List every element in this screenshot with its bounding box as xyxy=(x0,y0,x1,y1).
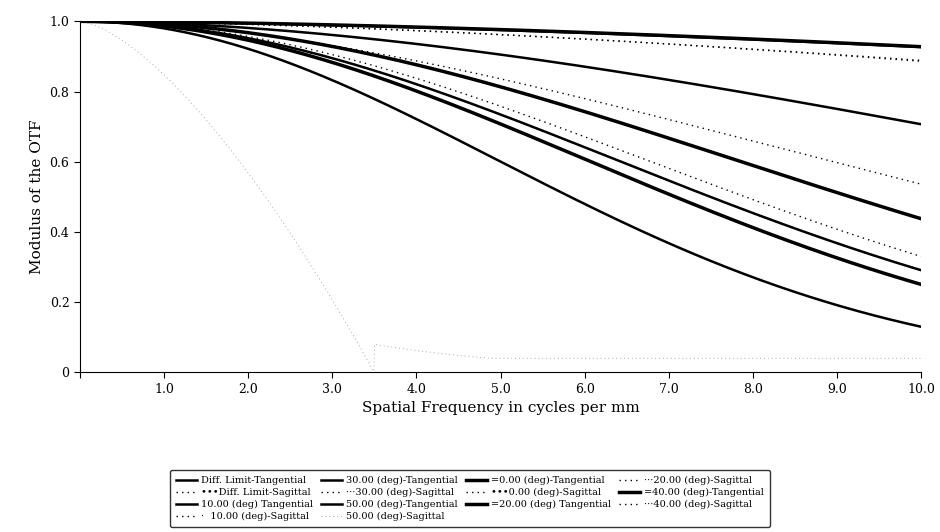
Legend: Diff. Limit-Tangential, •••Diff. Limit-Sagittal, 10.00 (deg) Tangential, ·  10.0: Diff. Limit-Tangential, •••Diff. Limit-S… xyxy=(170,470,770,527)
X-axis label: Spatial Frequency in cycles per mm: Spatial Frequency in cycles per mm xyxy=(362,401,639,415)
Y-axis label: Modulus of the OTF: Modulus of the OTF xyxy=(30,120,44,274)
